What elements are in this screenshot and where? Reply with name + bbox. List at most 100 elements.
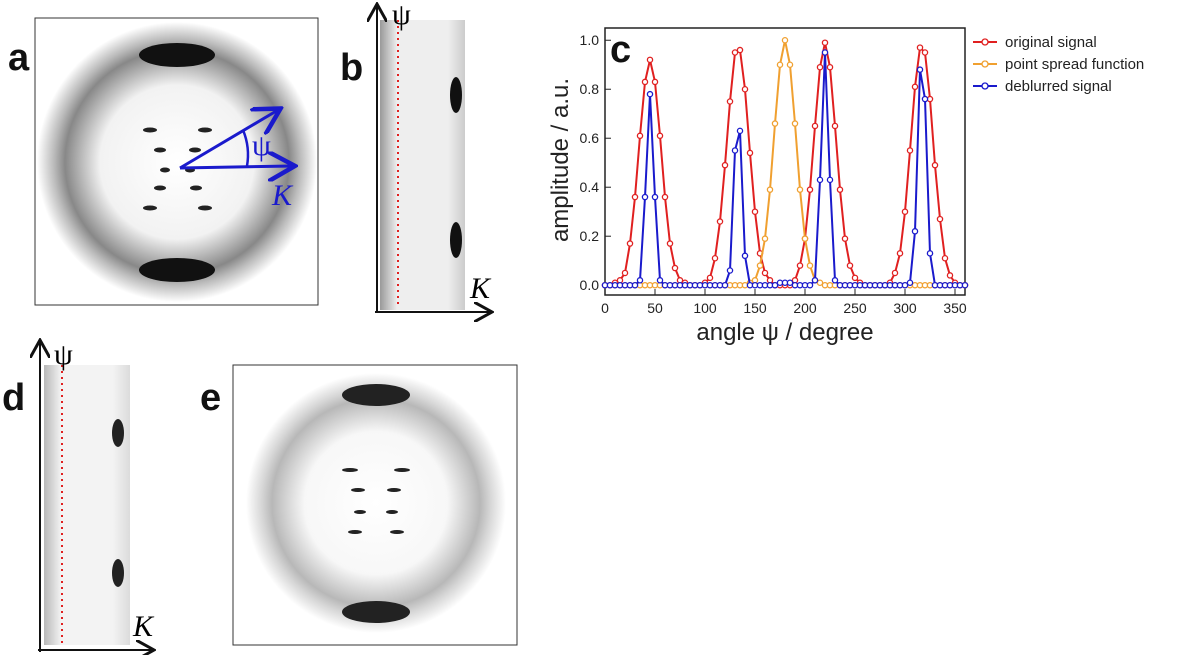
data-point — [736, 127, 744, 135]
reflection — [450, 222, 462, 258]
data-point — [771, 281, 779, 289]
data-point — [941, 255, 949, 262]
data-point — [661, 193, 669, 201]
panel-d: ψ K d — [2, 338, 155, 652]
y-axis-label: amplitude / a.u. — [547, 78, 574, 242]
data-point — [711, 255, 719, 262]
legend-label: original signal — [1005, 34, 1097, 51]
diffraction-pattern — [37, 22, 317, 302]
data-point — [946, 272, 954, 279]
y-tick-label: 0.2 — [580, 228, 600, 244]
data-point — [631, 193, 639, 201]
data-point — [816, 279, 824, 287]
data-point — [846, 262, 854, 269]
x-tick-label: 200 — [793, 300, 817, 316]
data-point — [896, 250, 904, 257]
legend-marker — [981, 38, 989, 46]
data-point — [961, 281, 969, 289]
reflection — [450, 77, 462, 113]
series-line — [605, 52, 965, 287]
meridional-reflection — [342, 601, 410, 623]
data-point — [651, 193, 659, 201]
data-point — [666, 240, 674, 247]
data-point — [751, 208, 759, 215]
data-point — [806, 281, 814, 289]
data-point — [636, 277, 644, 284]
data-point — [736, 46, 744, 54]
data-point — [831, 122, 839, 130]
data-point — [901, 208, 909, 215]
data-point — [741, 252, 749, 260]
data-point — [836, 186, 844, 193]
data-point — [891, 269, 899, 277]
data-point — [731, 49, 739, 56]
data-point — [636, 132, 644, 140]
data-point — [656, 277, 664, 284]
data-point — [936, 215, 944, 223]
data-point — [721, 281, 729, 289]
legend-label: point spread function — [1005, 56, 1144, 73]
x-tick-label: 250 — [843, 300, 867, 316]
layer-lines — [143, 127, 212, 211]
data-point — [906, 147, 914, 154]
data-point — [916, 44, 924, 51]
x-tick-label: 300 — [893, 300, 917, 316]
psi-label: ψ — [54, 338, 73, 371]
data-point — [826, 176, 834, 184]
chart: c angle ψ / degree amplitude / a.u. 0 50 1… — [547, 27, 1144, 346]
panel-e: e — [200, 364, 518, 646]
x-tick-label: 100 — [693, 300, 717, 316]
data-point — [901, 281, 909, 289]
data-point — [786, 61, 794, 68]
deblurred-pattern — [246, 373, 506, 633]
legend-label: deblurred signal — [1005, 78, 1112, 95]
psi-arrow — [179, 110, 278, 170]
layer-lines — [342, 468, 410, 534]
data-point — [656, 132, 664, 140]
meridional-reflection — [139, 43, 215, 67]
unwrapped-pattern — [380, 20, 465, 310]
x-tick-label: 150 — [743, 300, 767, 316]
y-tick-label: 0.0 — [580, 277, 600, 293]
data-point — [796, 262, 804, 269]
data-point — [811, 122, 819, 130]
x-tick-label: 0 — [601, 300, 609, 316]
data-point — [806, 262, 814, 269]
data-point — [931, 161, 939, 169]
data-point — [816, 176, 824, 184]
k-label: K — [132, 610, 155, 643]
panel-b: ψ K b — [340, 0, 492, 312]
panel-label: b — [340, 47, 363, 89]
data-point — [851, 274, 859, 282]
data-point — [746, 149, 754, 157]
angle-arc — [241, 129, 250, 167]
reflection — [112, 419, 124, 447]
data-point — [646, 90, 654, 98]
data-point — [731, 147, 739, 154]
x-tick-label: 350 — [943, 300, 967, 316]
data-point — [926, 250, 934, 257]
panel-label: a — [8, 37, 30, 79]
data-point — [806, 186, 814, 193]
panel-label: c — [610, 29, 631, 71]
data-point — [801, 235, 809, 242]
data-point — [716, 218, 724, 225]
data-point — [921, 95, 929, 103]
data-point — [821, 49, 829, 56]
psi-label: ψ — [252, 129, 271, 162]
data-point — [781, 36, 789, 44]
data-point — [921, 49, 929, 56]
data-point — [626, 240, 634, 247]
data-point — [766, 186, 774, 193]
data-point — [811, 277, 819, 284]
data-point — [756, 262, 764, 269]
data-point — [771, 120, 779, 127]
x-tick-label: 50 — [647, 300, 663, 316]
data-point — [786, 279, 794, 287]
y-tick-label: 0.8 — [580, 81, 600, 97]
k-arrow — [179, 166, 292, 168]
data-point — [651, 78, 659, 86]
plot-frame — [604, 27, 966, 296]
panel-label: e — [200, 377, 221, 419]
